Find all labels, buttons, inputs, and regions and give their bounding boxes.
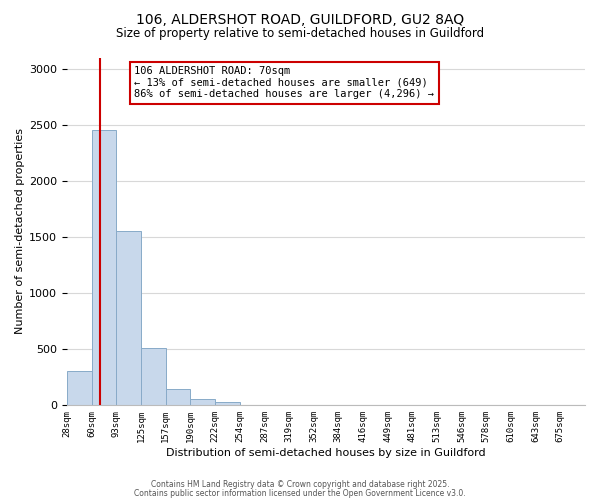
Text: 106, ALDERSHOT ROAD, GUILDFORD, GU2 8AQ: 106, ALDERSHOT ROAD, GUILDFORD, GU2 8AQ (136, 12, 464, 26)
Text: Contains public sector information licensed under the Open Government Licence v3: Contains public sector information licen… (134, 489, 466, 498)
Bar (215, 402, 239, 405)
Text: 106 ALDERSHOT ROAD: 70sqm
← 13% of semi-detached houses are smaller (649)
86% of: 106 ALDERSHOT ROAD: 70sqm ← 13% of semi-… (134, 66, 434, 100)
Bar (92, 130, 116, 405)
Bar (116, 231, 141, 405)
Bar (190, 398, 215, 405)
Bar (67, 371, 92, 405)
Y-axis label: Number of semi-detached properties: Number of semi-detached properties (15, 128, 25, 334)
X-axis label: Distribution of semi-detached houses by size in Guildford: Distribution of semi-detached houses by … (166, 448, 486, 458)
Bar (166, 389, 190, 405)
Text: Contains HM Land Registry data © Crown copyright and database right 2025.: Contains HM Land Registry data © Crown c… (151, 480, 449, 489)
Bar (141, 348, 166, 405)
Text: Size of property relative to semi-detached houses in Guildford: Size of property relative to semi-detach… (116, 28, 484, 40)
